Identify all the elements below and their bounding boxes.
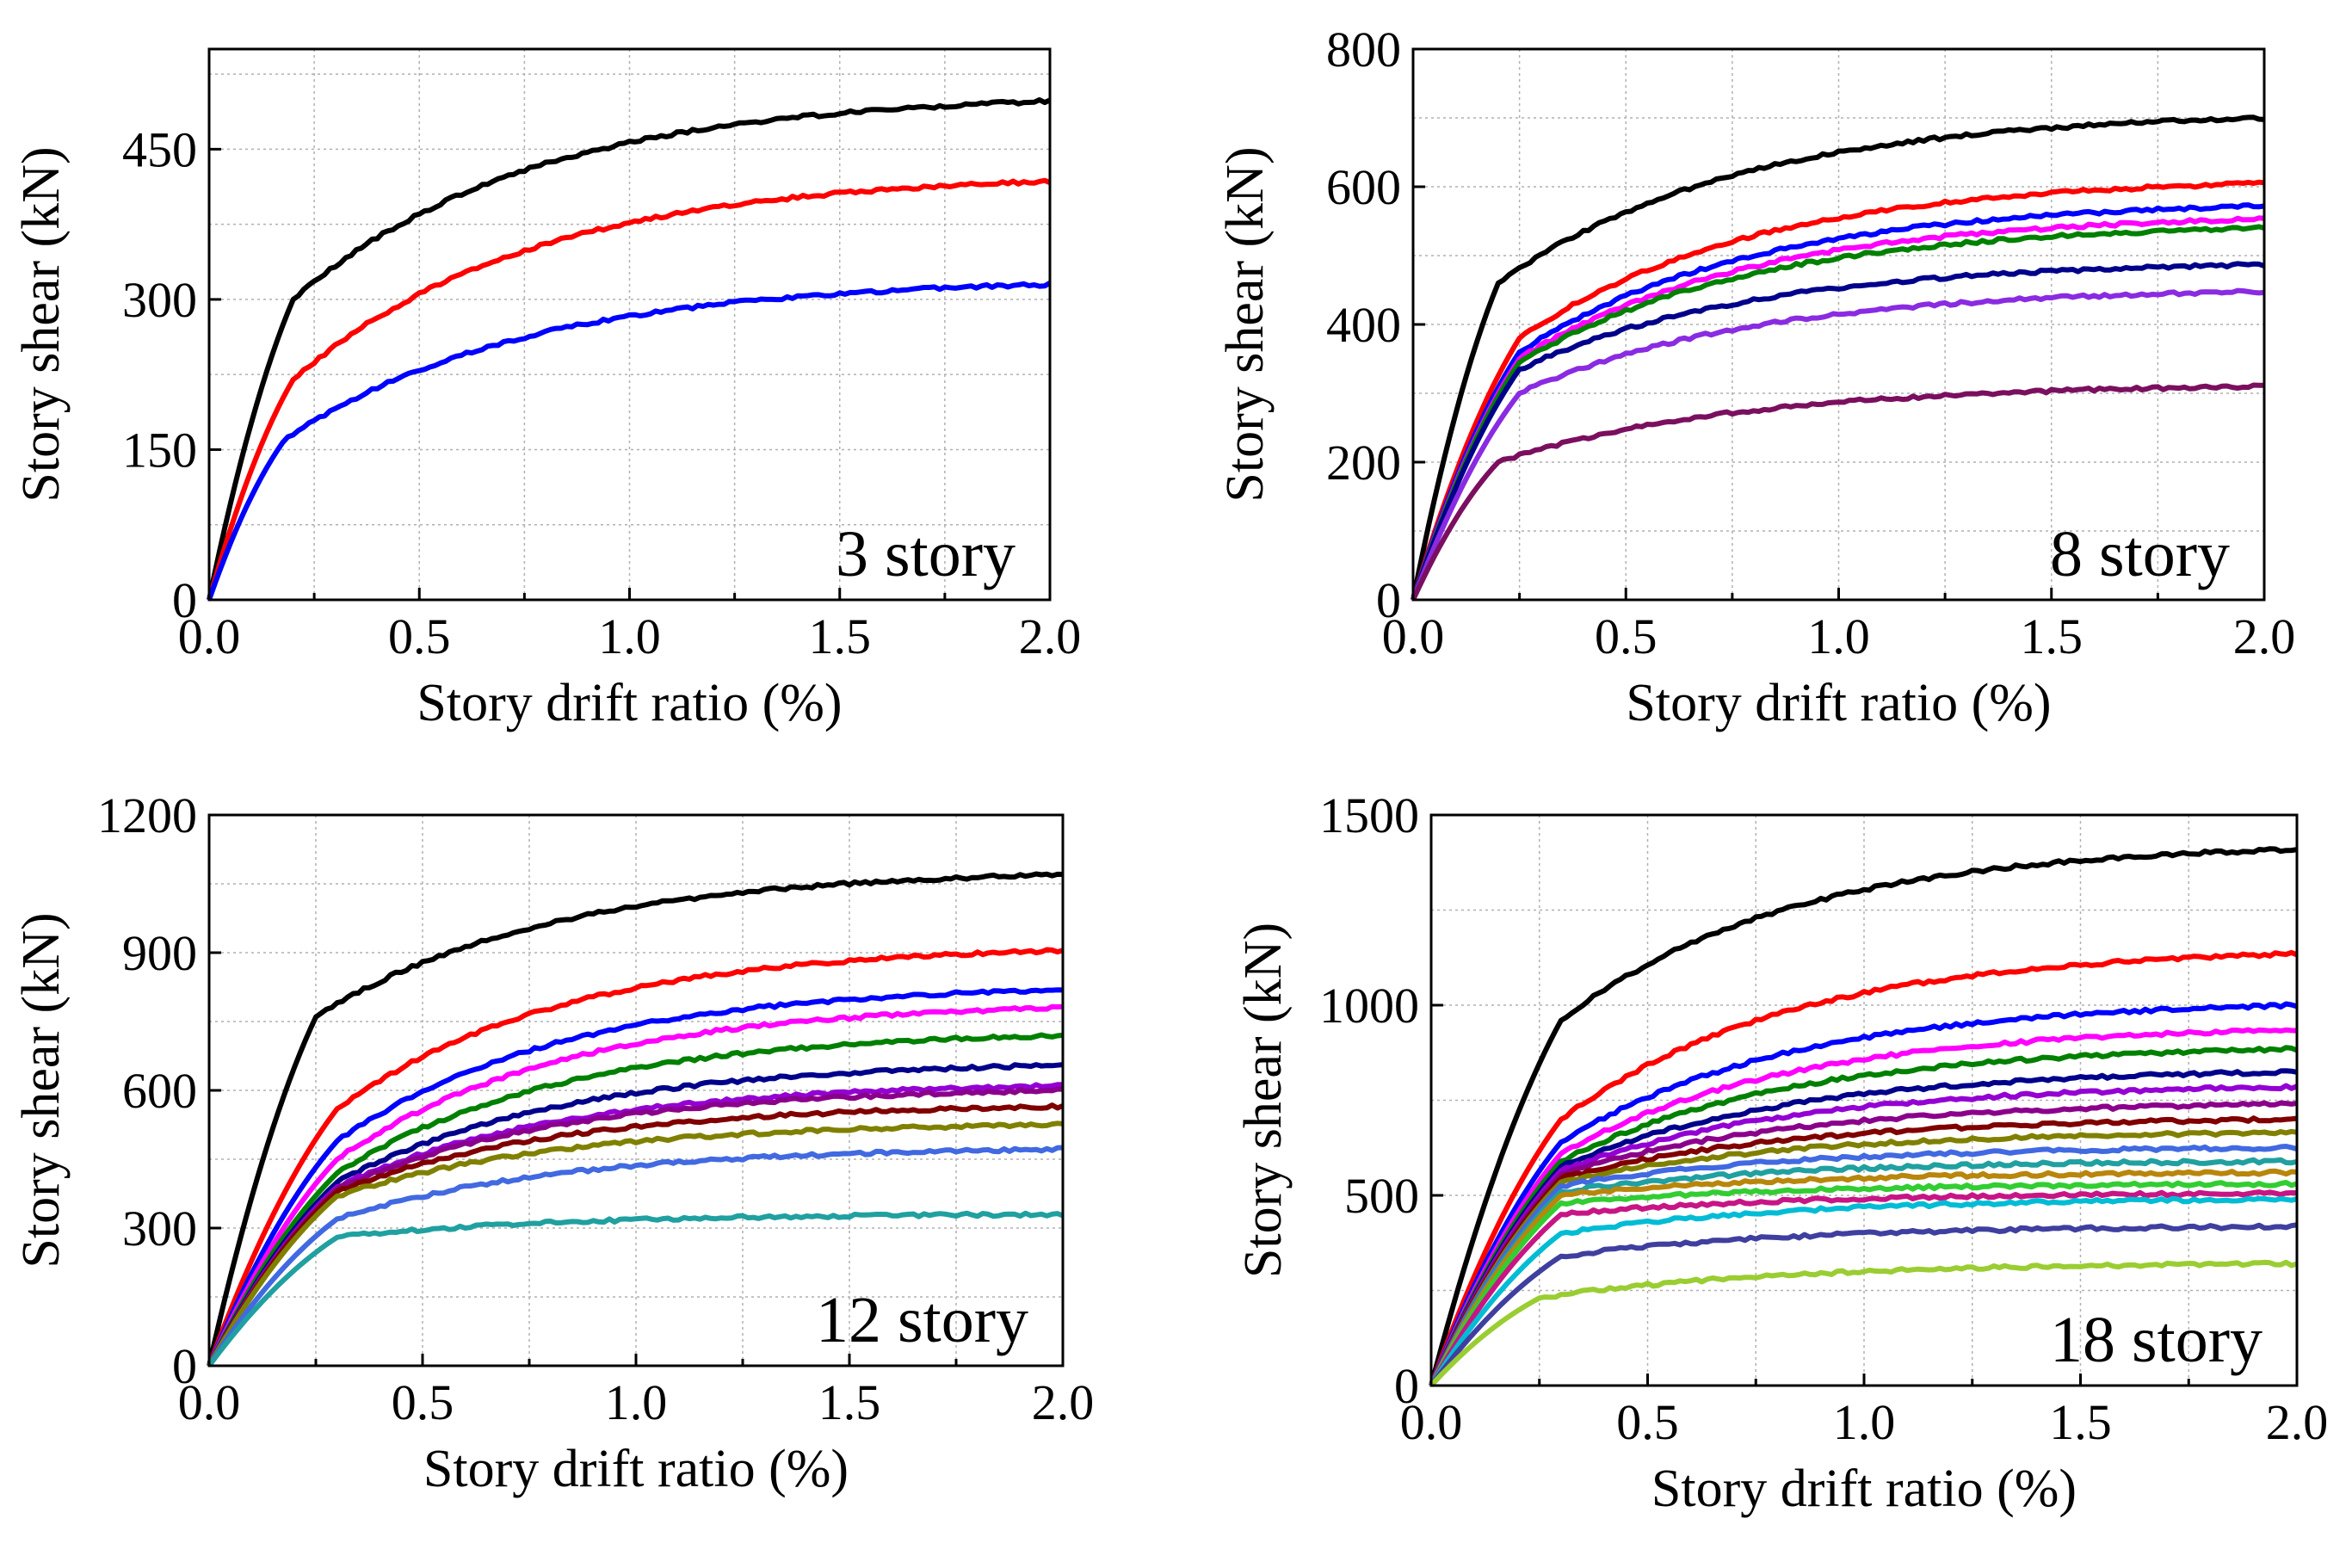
series-line-story-7 xyxy=(1429,1083,2299,1387)
series-line-story-10 xyxy=(1429,1128,2298,1387)
x-tick-label: 2.0 xyxy=(1019,608,1082,664)
series-line-story-2 xyxy=(1411,179,2265,601)
series-line-story-5 xyxy=(1411,224,2265,601)
x-tick-label: 0.0 xyxy=(178,1374,241,1430)
series-line-story-9 xyxy=(207,1102,1065,1367)
y-tick-label: 400 xyxy=(1326,297,1401,353)
x-axis-title: Story drift ratio (%) xyxy=(1626,674,2051,732)
x-tick-label: 0.5 xyxy=(1595,608,1658,664)
y-tick-label: 300 xyxy=(122,1201,197,1256)
x-tick-label: 1.0 xyxy=(1833,1394,1896,1450)
series-line-story-17 xyxy=(1429,1222,2298,1387)
y-tick-label: 0 xyxy=(172,1338,197,1394)
y-tick-label: 1000 xyxy=(1319,978,1419,1034)
series-line-story-11 xyxy=(207,1145,1064,1367)
plot-frame xyxy=(207,47,1052,602)
y-tick-label: 600 xyxy=(122,1063,197,1119)
x-tick-label: 0.5 xyxy=(1616,1394,1679,1450)
series-line-story-4 xyxy=(1411,215,2265,601)
panel-2: 0.0 0.5 1.0 1.5 2.0 0 200 400 600 800 Story drift … xyxy=(1216,22,2295,732)
x-tick-label: 0.0 xyxy=(178,608,241,664)
series-line-story-3 xyxy=(1411,202,2265,601)
panel-3: 0.0 0.5 1.0 1.5 2.0 0 300 600 900 1200 Story drift… xyxy=(12,787,1094,1498)
y-axis-title: Story shear (kN) xyxy=(1216,146,1275,502)
panel-label: 8 story xyxy=(2050,518,2230,590)
x-tick-label: 1.5 xyxy=(809,608,872,664)
x-tick-label: 0.0 xyxy=(1400,1394,1463,1450)
y-tick-label: 450 xyxy=(122,121,197,177)
series-line-story-1 xyxy=(207,871,1064,1367)
y-tick-label: 0 xyxy=(1394,1358,1419,1414)
series-line-story-13 xyxy=(1429,1168,2298,1387)
y-axis-title: Story shear (kN) xyxy=(1234,923,1293,1278)
y-axis-title: Story shear (kN) xyxy=(12,146,71,502)
series-line-story-6 xyxy=(1411,261,2266,601)
series-line-story-7 xyxy=(1411,287,2265,602)
series-line-story-8 xyxy=(1429,1100,2298,1387)
x-tick-label: 0.5 xyxy=(388,608,451,664)
panel-label: 12 story xyxy=(816,1284,1028,1356)
x-tick-label: 1.5 xyxy=(818,1374,881,1430)
series-line-story-9 xyxy=(1429,1115,2298,1387)
x-tick-label: 2.0 xyxy=(2233,608,2296,664)
x-tick-label: 1.5 xyxy=(2021,608,2083,664)
series-line-story-4 xyxy=(207,1003,1064,1367)
x-tick-label: 2.0 xyxy=(1032,1374,1095,1430)
x-axis-title: Story drift ratio (%) xyxy=(423,1440,849,1498)
series-line-story-3 xyxy=(207,281,1052,602)
series-line-story-15 xyxy=(1429,1189,2298,1387)
series-line-story-16 xyxy=(1429,1195,2298,1387)
x-tick-label: 1.0 xyxy=(1807,608,1870,664)
series-line-story-8 xyxy=(207,1086,1064,1367)
series-line-story-6 xyxy=(1429,1068,2298,1387)
series-line-story-10 xyxy=(207,1120,1064,1367)
series-line-story-12 xyxy=(207,1210,1065,1367)
x-tick-label: 1.0 xyxy=(598,608,661,664)
series-line-story-1 xyxy=(1429,846,2298,1386)
y-tick-label: 300 xyxy=(122,272,197,328)
series-line-story-8 xyxy=(1411,382,2265,602)
series-line-story-2 xyxy=(207,177,1052,601)
x-tick-label: 1.5 xyxy=(2049,1394,2112,1450)
x-tick-label: 1.0 xyxy=(605,1374,668,1430)
x-tick-label: 0.5 xyxy=(392,1374,454,1430)
y-axis-title: Story shear (kN) xyxy=(12,912,71,1268)
series-line-story-14 xyxy=(1429,1180,2298,1387)
series-line-story-5 xyxy=(207,1032,1064,1367)
y-tick-label: 200 xyxy=(1326,435,1401,491)
y-tick-label: 150 xyxy=(122,422,197,478)
series-line-story-2 xyxy=(1429,949,2299,1387)
y-tick-label: 0 xyxy=(1376,572,1401,628)
series-line-story-1 xyxy=(1411,114,2265,601)
series-line-story-3 xyxy=(207,987,1064,1367)
y-tick-label: 800 xyxy=(1326,22,1401,77)
y-tick-label: 900 xyxy=(122,925,197,981)
x-tick-label: 0.0 xyxy=(1382,608,1445,664)
series-line-story-6 xyxy=(207,1062,1064,1367)
series-line-story-18 xyxy=(1429,1259,2298,1388)
series-line-story-5 xyxy=(1429,1045,2299,1387)
series-line-story-4 xyxy=(1429,1027,2298,1387)
panel-4: 0.0 0.5 1.0 1.5 2.0 0 500 1000 1500 Story drift r… xyxy=(1234,787,2328,1518)
y-tick-label: 1500 xyxy=(1319,787,1419,843)
panel-label: 3 story xyxy=(836,518,1015,590)
series-line-story-3 xyxy=(1429,1001,2298,1387)
series-line-story-2 xyxy=(207,947,1064,1367)
y-tick-label: 1200 xyxy=(97,787,197,843)
y-tick-label: 600 xyxy=(1326,159,1401,215)
series-line-story-1 xyxy=(207,97,1052,601)
panel-label: 18 story xyxy=(2050,1304,2262,1376)
x-axis-title: Story drift ratio (%) xyxy=(417,674,842,732)
y-tick-label: 500 xyxy=(1344,1168,1419,1224)
series-line-story-11 xyxy=(1429,1144,2298,1387)
panel-1: 0.0 0.5 1.0 1.5 2.0 0 150 300 450 Story drift rat… xyxy=(12,47,1082,732)
x-axis-title: Story drift ratio (%) xyxy=(1651,1460,2077,1518)
y-tick-label: 0 xyxy=(172,572,197,628)
x-tick-label: 2.0 xyxy=(2266,1394,2329,1450)
